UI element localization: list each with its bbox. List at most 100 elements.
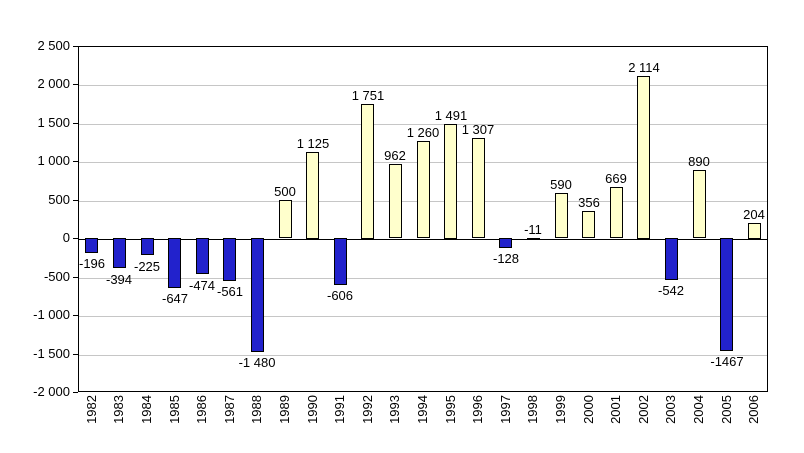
- bar-value-label: -128: [492, 251, 520, 266]
- bar: [748, 223, 761, 239]
- bar-value-label: 669: [605, 171, 627, 186]
- bar: [168, 238, 181, 288]
- y-axis-tick: [73, 161, 78, 162]
- bar-value-label: -225: [133, 259, 161, 274]
- x-axis-tick-label: 2000: [581, 395, 596, 424]
- zero-axis-line: [79, 239, 767, 240]
- y-axis-tick-label: 1 000: [37, 153, 70, 168]
- x-axis-tick-label: 1994: [415, 395, 430, 424]
- bar: [306, 152, 319, 239]
- bar-value-label: 590: [550, 177, 572, 192]
- x-axis-tick-label: 1983: [111, 395, 126, 424]
- bar-value-label: -561: [216, 284, 244, 299]
- y-axis-tick: [73, 84, 78, 85]
- x-axis-tick-label: 1996: [470, 395, 485, 424]
- bar: [141, 238, 154, 255]
- bar: [555, 193, 568, 238]
- x-axis-tick-label: 1993: [387, 395, 402, 424]
- bar: [223, 238, 236, 281]
- y-axis-tick: [73, 200, 78, 201]
- y-axis-tick: [73, 354, 78, 355]
- bar: [196, 238, 209, 274]
- y-axis-tick-label: -1 500: [33, 346, 70, 361]
- y-axis-tick-label: 0: [62, 230, 70, 245]
- x-axis-tick-label: 1987: [222, 395, 237, 424]
- bar-value-label: 204: [743, 207, 765, 222]
- x-axis-tick-label: 2004: [691, 395, 706, 424]
- bar-value-label: 356: [578, 195, 600, 210]
- y-axis-tick-label: 2 000: [37, 76, 70, 91]
- y-axis-tick: [73, 238, 78, 239]
- bar-value-label: -394: [105, 272, 133, 287]
- bar-value-label: 1 260: [406, 125, 440, 140]
- bar-value-label: 500: [274, 184, 296, 199]
- y-axis-tick-label: 2 500: [37, 38, 70, 53]
- y-axis-tick: [73, 46, 78, 47]
- x-axis-tick-label: 1990: [305, 395, 320, 424]
- bar: [665, 238, 678, 280]
- bar: [472, 138, 485, 238]
- gridline: [79, 316, 767, 317]
- bar: [499, 238, 512, 248]
- gridline: [79, 355, 767, 356]
- bar: [444, 124, 457, 239]
- bar-value-label: -1 480: [238, 355, 276, 370]
- bar: [637, 76, 650, 239]
- x-axis-tick-label: 1988: [249, 395, 264, 424]
- bar-value-label: -196: [78, 256, 106, 271]
- bar-value-label: -606: [326, 288, 354, 303]
- y-axis-tick-label: -1 000: [33, 307, 70, 322]
- bar: [693, 170, 706, 238]
- x-axis-tick-label: 1997: [498, 395, 513, 424]
- gridline: [79, 124, 767, 125]
- y-axis-tick-label: 500: [48, 192, 70, 207]
- bar: [582, 211, 595, 238]
- x-axis-tick-label: 1992: [360, 395, 375, 424]
- bar-value-label: 1 307: [461, 122, 495, 137]
- x-axis-tick-label: 1986: [194, 395, 209, 424]
- bar: [389, 164, 402, 238]
- bar: [417, 141, 430, 238]
- x-axis-tick-label: 2006: [746, 395, 761, 424]
- gridline: [79, 278, 767, 279]
- bar-value-label: 962: [384, 148, 406, 163]
- x-axis-tick-label: 1995: [443, 395, 458, 424]
- bar: [334, 238, 347, 285]
- bar: [527, 238, 540, 240]
- x-axis-tick-label: 1985: [167, 395, 182, 424]
- x-axis-tick-label: 1984: [139, 395, 154, 424]
- x-axis-tick-label: 1982: [84, 395, 99, 424]
- y-axis-tick-label: -500: [43, 269, 70, 284]
- x-axis-tick-label: 1991: [332, 395, 347, 424]
- bar-value-label: -474: [188, 278, 216, 293]
- bar: [251, 238, 264, 352]
- y-axis-tick: [73, 123, 78, 124]
- bar: [720, 238, 733, 351]
- bar-value-label: -11: [524, 222, 542, 237]
- y-axis-tick: [73, 277, 78, 278]
- bar-value-label: 1 491: [434, 108, 468, 123]
- bar: [113, 238, 126, 268]
- bar-value-label: 890: [688, 154, 710, 169]
- gridline: [79, 85, 767, 86]
- bar-value-label: -647: [161, 291, 189, 306]
- x-axis-tick-label: 2005: [719, 395, 734, 424]
- x-axis-tick-label: 2003: [663, 395, 678, 424]
- bar-value-label: -1467: [710, 354, 744, 369]
- x-axis-tick-label: 2002: [636, 395, 651, 424]
- bar-value-label: 1 751: [351, 88, 385, 103]
- x-axis-tick-label: 1998: [525, 395, 540, 424]
- bar-value-label: 1 125: [296, 136, 330, 151]
- y-axis-tick-label: 1 500: [37, 115, 70, 130]
- x-axis-tick-label: 2001: [608, 395, 623, 424]
- bar: [361, 104, 374, 239]
- bar: [279, 200, 292, 238]
- y-axis-tick-label: -2 000: [33, 384, 70, 399]
- bar-value-label: -542: [657, 283, 685, 298]
- bar: [610, 187, 623, 238]
- x-axis-tick-label: 1999: [553, 395, 568, 424]
- bar-value-label: 2 114: [628, 60, 660, 75]
- x-axis-tick-label: 1989: [277, 395, 292, 424]
- y-axis-tick: [73, 315, 78, 316]
